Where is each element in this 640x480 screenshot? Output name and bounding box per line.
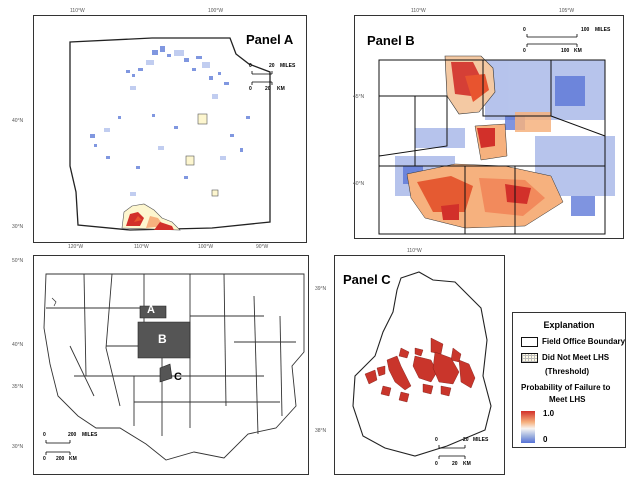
panel-a-bottom-tick-1: 120°W <box>68 244 84 250</box>
panel-c-top-tick: 110°W <box>407 248 422 254</box>
panel-a-map <box>69 37 273 231</box>
panel-a-title: Panel A <box>246 32 294 47</box>
panel-c: Panel C 110°W 39°N 38°N 0 20 MILES 0 20 … <box>315 248 505 475</box>
index-scale-miles: MILES <box>82 432 98 438</box>
panel-b-scale-km-100: 100 <box>561 48 570 54</box>
panel-a-low-probability-areas <box>90 46 250 179</box>
did-not-meet-swatch <box>521 353 538 363</box>
panel-c-left-tick-1: 39°N <box>315 286 327 292</box>
panel-a-bottom-tick-3: 100°W <box>198 244 214 250</box>
panel-a-top-tick-1: 110°W <box>70 8 85 14</box>
panel-a-top-tick-2: 100°W <box>208 8 224 14</box>
legend-did-not-meet-row: Did Not Meet LHS <box>521 353 609 363</box>
panel-b-left-tick-1: 45°N <box>353 94 365 100</box>
index-scale-200: 200 <box>68 432 77 438</box>
us-state-boundaries <box>43 273 305 461</box>
legend-did-not-meet-label: Did Not Meet LHS <box>542 353 610 363</box>
panel-a-boundary <box>69 37 271 231</box>
legend-threshold-label: (Threshold) <box>545 367 589 376</box>
index-scale-km-200: 200 <box>56 456 65 462</box>
panel-b-map <box>378 34 615 235</box>
us-states-map <box>43 273 305 461</box>
index-map-scale-bar <box>45 440 71 455</box>
index-map: A B C 50°N 40°N 35°N 30°N 0 200 MILES 0 … <box>12 255 309 475</box>
index-left-tick-3: 35°N <box>12 384 24 390</box>
panel-b-title: Panel B <box>367 33 415 48</box>
index-left-tick-4: 30°N <box>12 444 24 450</box>
panel-c-title: Panel C <box>343 272 391 287</box>
panel-a-bottom-tick-4: 90°W <box>256 244 269 250</box>
panel-b-field-office-boundaries <box>378 59 606 235</box>
index-scale-km: KM <box>69 456 77 462</box>
index-left-tick-1: 50°N <box>12 258 24 264</box>
legend-probability-label-1: Probability of Failure to <box>521 383 611 392</box>
panel-b-scale-km: KM <box>574 48 582 54</box>
legend-low-value: 0 <box>543 435 548 444</box>
index-areas <box>137 305 191 383</box>
index-scale-0: 0 <box>43 432 46 438</box>
probability-color-ramp <box>521 411 535 443</box>
legend: Explanation Field Office Boundary Did No… <box>512 312 626 448</box>
panel-b-scale-0: 0 <box>523 27 526 33</box>
panel-b-scale-miles: MILES <box>595 27 611 33</box>
panel-c-scale-km-20: 20 <box>452 461 458 467</box>
panel-c-scale-bar <box>438 445 466 459</box>
legend-probability-label-2: Meet LHS <box>549 395 586 404</box>
panel-a-scale-20: 20 <box>269 63 275 69</box>
panel-c-scale-20: 20 <box>463 437 469 443</box>
panel-a: Panel A 110°W 100°W 40°N 30°N 120°W 110°… <box>12 8 307 250</box>
panel-c-high-probability-areas <box>364 337 476 403</box>
panel-a-scale-km: KM <box>277 86 285 92</box>
panel-b-scale-bar <box>526 34 578 47</box>
panel-a-left-tick-1: 40°N <box>12 118 24 124</box>
panel-c-left-tick-2: 38°N <box>315 428 327 434</box>
panel-c-scale-miles: MILES <box>473 437 489 443</box>
panel-c-map <box>352 271 492 459</box>
legend-field-office-row: Field Office Boundary <box>521 337 625 347</box>
field-office-swatch <box>521 337 538 347</box>
panel-a-left-tick-2: 30°N <box>12 224 24 230</box>
panel-a-scale-km-20: 20 <box>265 86 271 92</box>
panel-c-scale-0: 0 <box>435 437 438 443</box>
panel-b-top-tick-2: 105°W <box>559 8 575 14</box>
panel-a-high-probability-areas <box>121 203 181 231</box>
panel-c-scale-km: KM <box>463 461 471 467</box>
panel-b-scale-100: 100 <box>581 27 590 33</box>
panel-b: Panel B 110°W 105°W 45°N 40°N 0 100 MILE… <box>353 8 624 239</box>
index-left-tick-2: 40°N <box>12 342 24 348</box>
panel-b-high-probability-areas <box>406 55 564 229</box>
index-label-a: A <box>147 304 155 316</box>
panel-a-scale-km-0: 0 <box>249 86 252 92</box>
panel-b-top-tick-1: 110°W <box>411 8 426 14</box>
legend-high-value: 1.0 <box>543 409 555 418</box>
panel-a-scale-bar <box>251 71 273 85</box>
legend-field-office-label: Field Office Boundary <box>542 337 626 347</box>
legend-title: Explanation <box>543 320 595 330</box>
panel-b-scale-km-0: 0 <box>523 48 526 54</box>
panel-c-scale-km-0: 0 <box>435 461 438 467</box>
panel-a-scale-miles: MILES <box>280 63 296 69</box>
panel-a-scale-0: 0 <box>249 63 252 69</box>
panel-a-bottom-tick-2: 110°W <box>134 244 149 250</box>
index-label-c: C <box>174 371 182 383</box>
panel-b-left-tick-2: 40°N <box>353 181 365 187</box>
index-label-b: B <box>158 332 167 346</box>
index-scale-km-0: 0 <box>43 456 46 462</box>
